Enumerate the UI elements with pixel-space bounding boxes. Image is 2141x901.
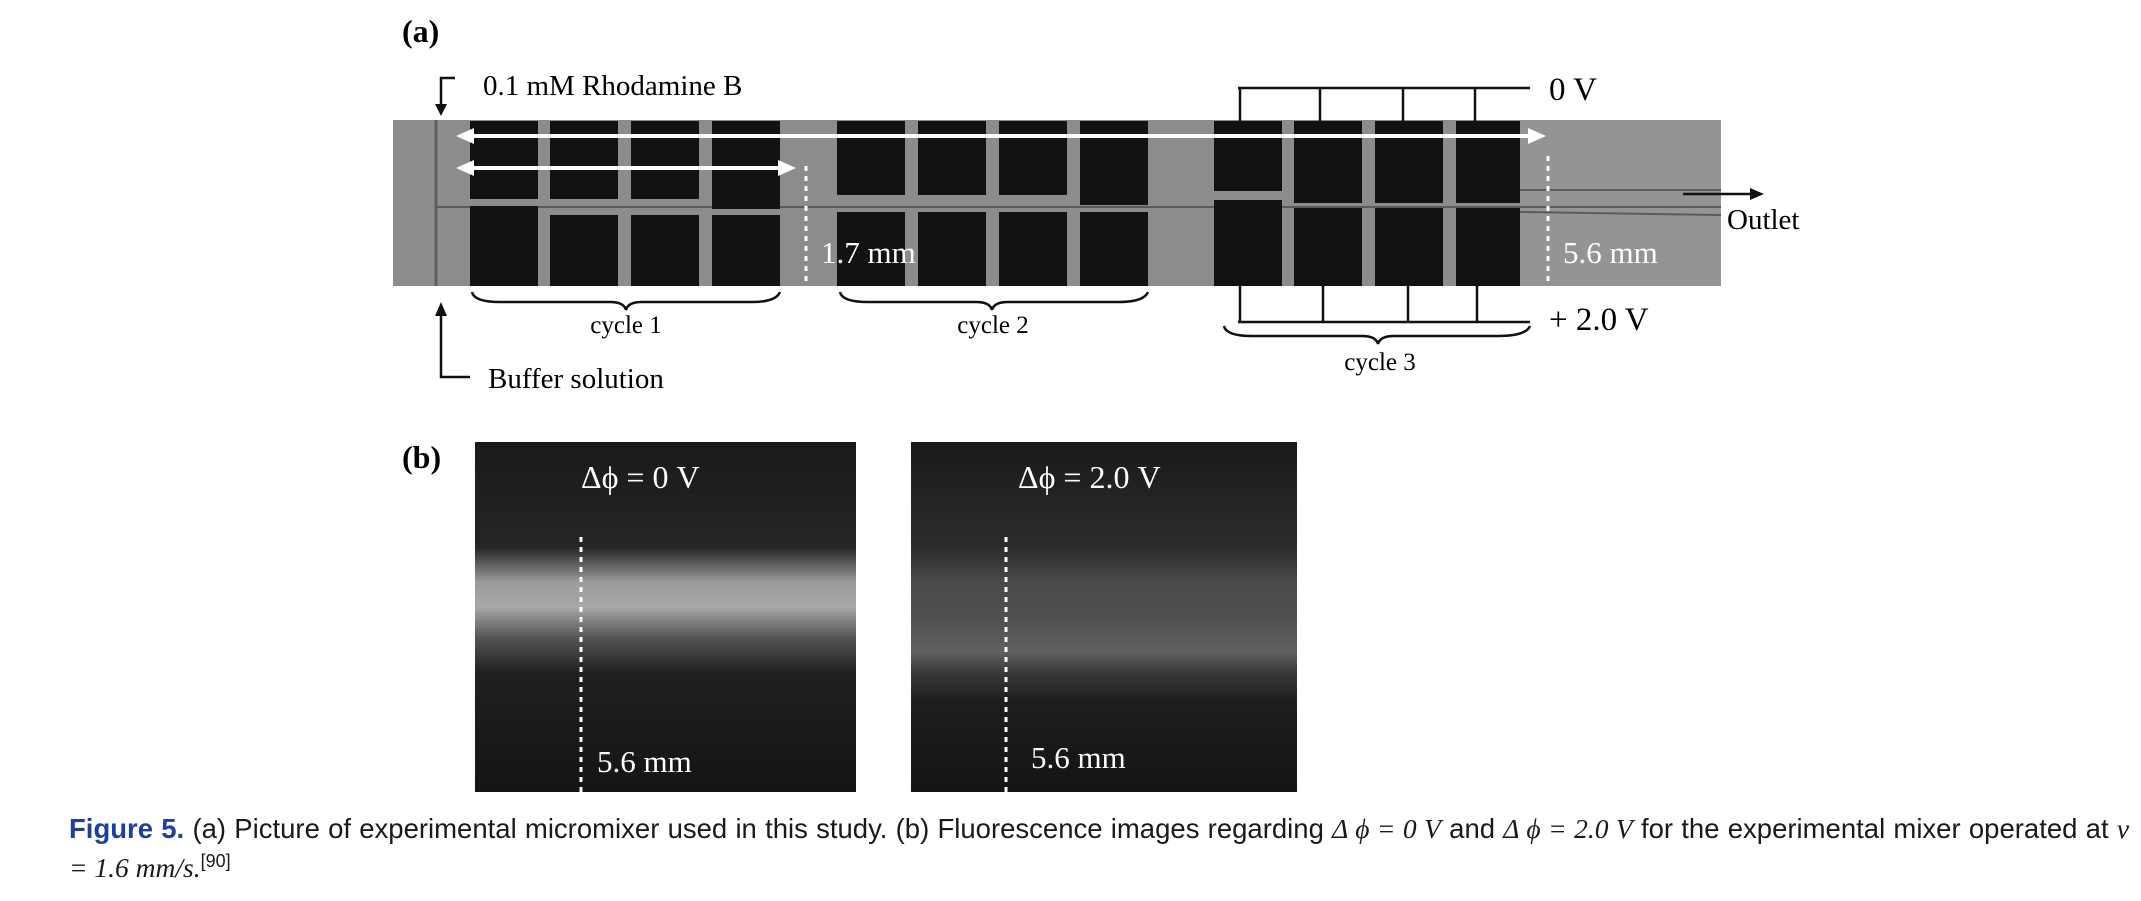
electrode-array-cycle-2 bbox=[837, 121, 1148, 286]
fluorescence-image-0v: Δϕ = 0 V 5.6 mm bbox=[475, 442, 856, 792]
cycle-3-label: cycle 3 bbox=[1344, 349, 1415, 376]
image-0v-distance: 5.6 mm bbox=[597, 744, 692, 779]
figure-graphic: (a) 0.1 mM Rhodamine B bbox=[393, 13, 1800, 792]
cycle-2-label: cycle 2 bbox=[957, 312, 1028, 339]
caption-text-1: (a) Picture of experimental micromixer u… bbox=[192, 813, 1324, 844]
image-0v-title: Δϕ = 0 V bbox=[581, 459, 700, 495]
cycle-1-label: cycle 1 bbox=[590, 312, 661, 339]
panel-a-label: (a) bbox=[402, 13, 439, 49]
caption-and: and bbox=[1449, 813, 1496, 844]
distance-long-label: 5.6 mm bbox=[1563, 235, 1658, 270]
inlet-top-arrowhead bbox=[435, 104, 447, 116]
electrode-wiring-top bbox=[1238, 86, 1530, 122]
image-2v-distance: 5.6 mm bbox=[1031, 740, 1126, 775]
image-2v-title: Δϕ = 2.0 V bbox=[1018, 459, 1161, 495]
voltage-bottom-label: + 2.0 V bbox=[1549, 302, 1649, 338]
caption-reference: [90] bbox=[200, 851, 231, 871]
outlet-label: Outlet bbox=[1727, 204, 1800, 236]
caption-text-2: for the experimental mixer operated at bbox=[1640, 813, 2109, 844]
figure-label: Figure 5. bbox=[69, 813, 185, 844]
inlet-top-label: 0.1 mM Rhodamine B bbox=[483, 70, 742, 102]
cycle-braces bbox=[470, 291, 1532, 345]
figure-caption: Figure 5. (a) Picture of experimental mi… bbox=[69, 812, 2129, 884]
distance-short-label: 1.7 mm bbox=[821, 235, 916, 270]
caption-math-3: v = 1.6 mm/s. bbox=[69, 813, 2130, 884]
electrode-wiring-bottom bbox=[1238, 286, 1530, 324]
caption-math-2: Δ ϕ = 2.0 V bbox=[1503, 813, 1633, 844]
voltage-top-label: 0 V bbox=[1549, 72, 1597, 108]
inlet-bottom-label: Buffer solution bbox=[488, 363, 664, 395]
caption-math-1: Δ ϕ = 0 V bbox=[1332, 813, 1441, 844]
panel-b-label: (b) bbox=[402, 439, 441, 475]
inlet-top-arrow bbox=[439, 76, 455, 108]
inlet-bottom-arrow bbox=[439, 314, 470, 379]
fluorescence-image-2v: Δϕ = 2.0 V 5.6 mm bbox=[911, 442, 1297, 792]
